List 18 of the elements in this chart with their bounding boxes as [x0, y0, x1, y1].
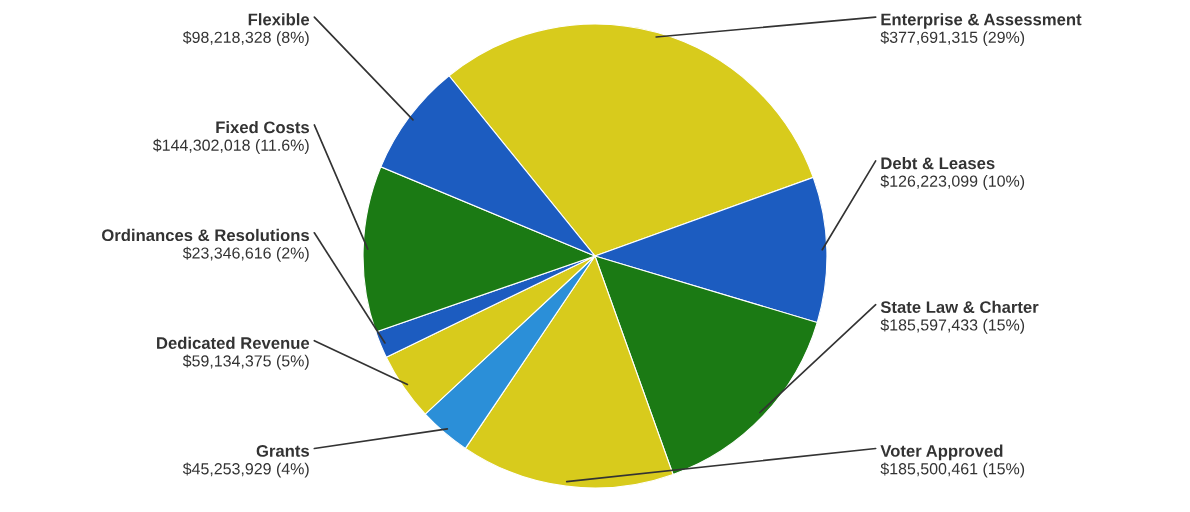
data-label: $144,302,018 (11.6%): [152, 138, 309, 154]
slice-label: Flexible: [248, 13, 310, 26]
slice-label: State Law & Charter: [880, 300, 1039, 314]
slice-label: Enterprise & Assessment: [881, 13, 1082, 29]
data-label: $23,346,616 (2%): [182, 246, 309, 262]
data-label: $59,134,375 (5%): [182, 354, 309, 370]
slice-label: Grants: [256, 445, 309, 457]
slice-label: Voter Approved: [880, 444, 1003, 461]
slice-label: Fixed Costs: [216, 121, 309, 134]
slice-label: Debt & Leases: [881, 156, 995, 170]
data-label: $126,223,099 (10%): [880, 174, 1025, 190]
data-label: $185,597,433 (15%): [880, 318, 1025, 334]
slice-label: Dedicated Revenue: [157, 336, 310, 349]
data-label: $185,500,461 (15%): [880, 462, 1025, 478]
data-label: $98,218,328 (8%): [182, 30, 309, 47]
slice-label: Ordinances & Resolutions: [102, 228, 310, 242]
data-label: $45,253,929 (4%): [182, 462, 309, 478]
data-label: $377,691,315 (29%): [880, 30, 1025, 47]
